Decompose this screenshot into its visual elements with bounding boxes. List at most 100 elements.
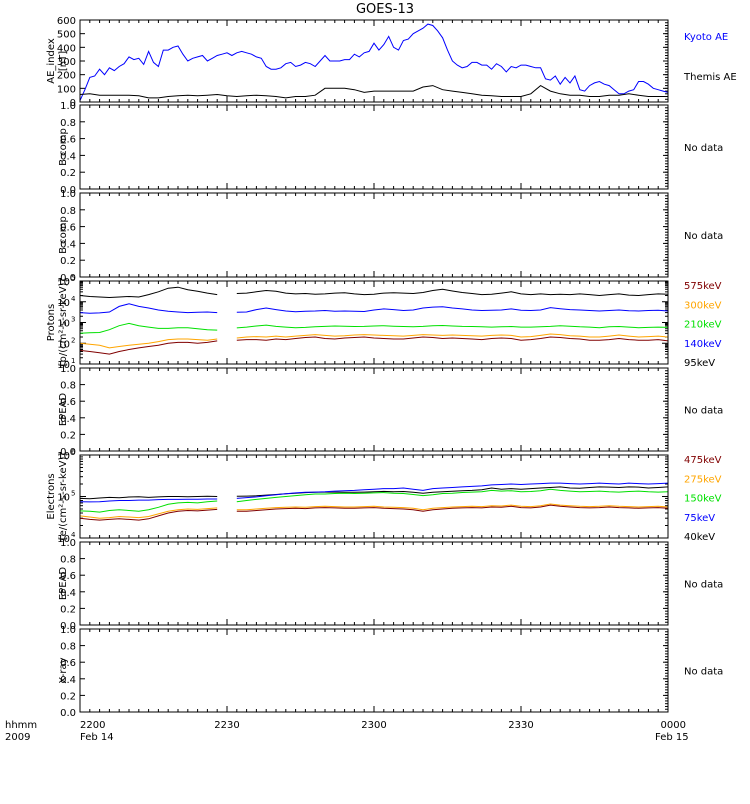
- series-line-75kev: [79, 482, 669, 503]
- y-tick-label: 0.6: [60, 223, 76, 234]
- y-tick-label: 0.2: [60, 256, 76, 267]
- series-line-300kev: [79, 333, 669, 349]
- legend-40kev: 40keV: [684, 532, 715, 543]
- y-tick-label: 0.0: [60, 185, 76, 196]
- y-tick-label: 0.2: [60, 430, 76, 441]
- panel-frame: [79, 192, 669, 278]
- y-tick-label: 0.2: [60, 604, 76, 615]
- y-tick-label: 1.0: [60, 538, 76, 549]
- time-tick-label: 0000: [661, 720, 686, 731]
- figure-title: GOES-13: [356, 2, 414, 17]
- time-tick-label: 2230: [214, 720, 239, 731]
- y-tick-label: 0.8: [60, 206, 76, 217]
- y-axis-label: B comp: [58, 216, 69, 254]
- panel-ae: AE_index [nT] 0 100 200 300 400 500 600 Kyoto AE T…: [46, 16, 737, 109]
- y-tick-label: 10: [57, 360, 70, 371]
- y-axis-label: X-ray: [58, 657, 69, 683]
- y-tick-label: 0.6: [60, 571, 76, 582]
- panel-frame: [79, 367, 669, 452]
- y-axis-label: AE_index: [46, 38, 57, 84]
- y-tick-label: 0.6: [60, 658, 76, 669]
- y-tick-label: 10: [57, 298, 70, 309]
- y-tick-exponent: 1: [71, 357, 75, 365]
- y-axis-label: Electrons: [46, 473, 57, 519]
- panel-bcomp1: B comp 0.0 0.2 0.4 0.6 0.8 1.0 No data: [58, 101, 723, 196]
- legend-275kev: 275keV: [684, 474, 722, 485]
- y-tick-label: 0.2: [60, 168, 76, 179]
- series-line-475kev: [79, 504, 669, 521]
- series-line-95kev: [79, 286, 669, 299]
- series-line-150kev: [79, 488, 669, 513]
- y-tick-exponent: 6: [71, 448, 76, 456]
- y-tick-label: 0.4: [60, 151, 76, 162]
- no-data-label: No data: [684, 580, 723, 591]
- time-tick-label: 2330: [508, 720, 533, 731]
- panel-xray: X-ray 0.0 0.2 0.4 0.6 0.8 1.0 No data: [58, 625, 723, 719]
- panel-frame: [79, 104, 669, 190]
- y-axis-label: B comp: [58, 128, 69, 166]
- y-tick-label: 400: [57, 43, 76, 54]
- y-tick-label: 0.6: [60, 135, 76, 146]
- legend-300kev: 300keV: [684, 300, 722, 311]
- y-tick-exponent: 5: [71, 490, 75, 498]
- panel-epead2: EPEAD 0.0 0.2 0.4 0.6 0.8 1.0 No data: [58, 538, 723, 632]
- y-tick-exponent: 5: [71, 274, 75, 282]
- y-tick-label: 0.8: [60, 118, 76, 129]
- time-axis: hhmm 2009 2200 2230 2300 2330 0000 Feb 14 Feb …: [5, 720, 689, 743]
- series-line-575kev: [79, 336, 669, 355]
- legend-150kev: 150keV: [684, 494, 722, 505]
- y-tick-exponent: 3: [71, 316, 75, 324]
- y-tick-label: 10: [57, 534, 70, 545]
- y-tick-label: 0.4: [60, 239, 76, 250]
- y-tick-label: 10: [57, 319, 70, 330]
- y-tick-label: 0.4: [60, 414, 76, 425]
- legend-kyoto-ae: Kyoto AE: [684, 32, 728, 43]
- legend-95kev: 95keV: [684, 358, 715, 369]
- date-label-end: Feb 15: [655, 732, 689, 743]
- panel-frame: [79, 628, 669, 713]
- series-line-210kev: [79, 322, 669, 334]
- legend-475kev: 475keV: [684, 455, 722, 466]
- series-line-275kev: [79, 503, 669, 519]
- date-label-start: Feb 14: [80, 732, 114, 743]
- y-tick-label: 0.6: [60, 397, 76, 408]
- y-tick-label: 0.0: [60, 447, 76, 458]
- y-tick-label: 1.0: [60, 189, 76, 200]
- legend-575kev: 575keV: [684, 281, 722, 292]
- y-tick-label: 0.2: [60, 691, 76, 702]
- y-axis-label: Protons: [46, 304, 57, 341]
- y-tick-exponent: 4: [71, 295, 76, 303]
- panel-frame: [79, 541, 669, 626]
- y-axis-label: EPEAD: [58, 567, 69, 601]
- time-tick-label: 2300: [361, 720, 386, 731]
- y-tick-label: 10: [57, 339, 70, 350]
- y-tick-label: 0.8: [60, 555, 76, 566]
- legend-themis-ae: Themis AE: [683, 72, 737, 83]
- no-data-label: No data: [684, 667, 723, 678]
- y-tick-label: 100: [57, 84, 76, 95]
- y-tick-label: 0.4: [60, 588, 76, 599]
- legend-210kev: 210keV: [684, 320, 722, 331]
- y-axis-unit: [p/(cm²-s-sr-keV)]: [58, 279, 69, 367]
- corner-year-label: 2009: [5, 732, 30, 743]
- y-tick-label: 0: [70, 98, 76, 109]
- panel-bcomp2: B comp 0.0 0.2 0.4 0.6 0.8 1.0 No data: [58, 189, 723, 284]
- series-line-kyoto-ae: [79, 23, 669, 101]
- legend-75kev: 75keV: [684, 513, 715, 524]
- panel-stack: AE_index [nT] 0 100 200 300 400 500 600 Kyoto AE T…: [46, 16, 737, 719]
- y-tick-label: 0.0: [60, 708, 76, 719]
- legend-140kev: 140keV: [684, 339, 722, 350]
- y-tick-label: 300: [57, 57, 76, 68]
- y-tick-label: 1.0: [60, 625, 76, 636]
- y-tick-label: 0.4: [60, 675, 76, 686]
- series-line-140kev: [79, 303, 669, 314]
- y-tick-label: 1.0: [60, 101, 76, 112]
- y-axis-unit: [e/(cm²-s-sr-keV)]: [58, 453, 69, 541]
- y-tick-exponent: 2: [71, 336, 75, 344]
- y-axis-unit: [nT]: [58, 51, 69, 71]
- y-tick-label: 10: [57, 493, 70, 504]
